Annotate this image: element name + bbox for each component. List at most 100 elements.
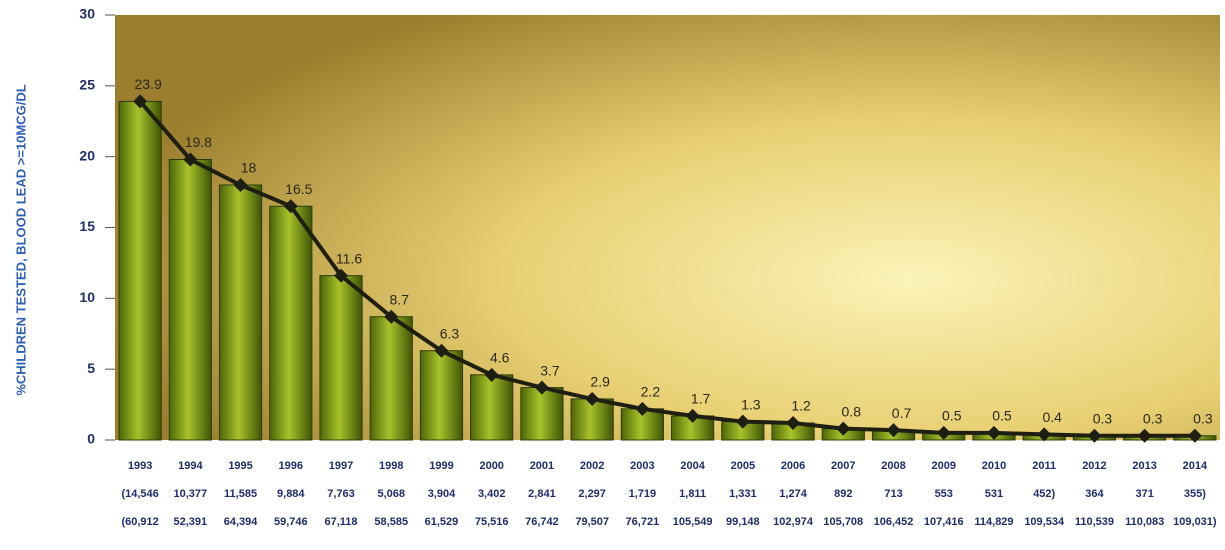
sub-label: 106,452 xyxy=(874,516,914,528)
data-label: 0.5 xyxy=(942,408,962,424)
sub-label: 1,811 xyxy=(679,488,706,500)
marker xyxy=(685,408,700,423)
sub-label: (60,912 xyxy=(121,516,158,528)
marker xyxy=(283,199,298,214)
data-label: 0.5 xyxy=(992,408,1012,424)
x-tick-label: 1993 xyxy=(128,460,152,472)
sub-label: 553 xyxy=(935,488,953,500)
x-tick-label: 2014 xyxy=(1183,460,1208,472)
data-label: 0.3 xyxy=(1193,410,1213,426)
sub-label: 11,585 xyxy=(224,488,257,500)
x-tick-label: 2011 xyxy=(1032,460,1056,472)
y-tick-label: 30 xyxy=(79,6,95,22)
x-tick-label: 2006 xyxy=(781,460,805,472)
data-label: 18 xyxy=(241,160,257,176)
data-label: 11.6 xyxy=(336,250,362,266)
marker xyxy=(1137,428,1152,443)
y-tick-label: 15 xyxy=(79,218,95,234)
x-tick-label: 2005 xyxy=(731,460,755,472)
sub-label: 110,539 xyxy=(1075,516,1114,528)
data-label: 4.6 xyxy=(490,350,510,366)
data-label: 8.7 xyxy=(390,291,410,307)
sub-label: 2,297 xyxy=(578,488,606,500)
sub-label: 109,534 xyxy=(1024,516,1065,528)
bar xyxy=(671,415,715,441)
x-tick-label: 1996 xyxy=(279,460,303,472)
marker xyxy=(836,421,851,436)
sub-label: 452) xyxy=(1033,488,1055,500)
sub-label: 3,402 xyxy=(478,488,506,500)
data-label: 2.9 xyxy=(590,374,610,390)
bar xyxy=(319,275,363,441)
x-tick-label: 2002 xyxy=(580,460,604,472)
sub-label: 9,884 xyxy=(277,488,305,500)
data-label: 1.3 xyxy=(741,396,761,412)
x-tick-label: 2009 xyxy=(932,460,956,472)
marker xyxy=(1087,428,1102,443)
sub-label: 110,083 xyxy=(1125,516,1164,528)
sub-label: 713 xyxy=(884,488,902,500)
marker xyxy=(484,367,499,382)
sub-label: (14,546 xyxy=(121,488,158,500)
marker xyxy=(635,401,650,416)
data-label: 1.7 xyxy=(691,391,711,407)
x-tick-label: 2007 xyxy=(831,460,855,472)
x-tick-label: 2003 xyxy=(630,460,654,472)
sub-label: 105,708 xyxy=(823,516,863,528)
sub-label: 531 xyxy=(985,488,1003,500)
bar xyxy=(168,159,212,441)
y-tick-label: 25 xyxy=(79,77,95,93)
data-label: 2.2 xyxy=(641,384,661,400)
sub-label: 1,274 xyxy=(779,488,807,500)
sub-label: 64,394 xyxy=(224,516,259,528)
sub-label: 59,746 xyxy=(274,516,308,528)
sub-label: 76,721 xyxy=(626,516,660,528)
sub-label: 10,377 xyxy=(174,488,208,500)
sub-label: 75,516 xyxy=(475,516,509,528)
sub-label: 105,549 xyxy=(673,516,713,528)
marker xyxy=(233,178,248,192)
data-label: 23.9 xyxy=(134,76,161,92)
marker xyxy=(1187,428,1202,443)
x-tick-label: 1997 xyxy=(329,460,353,472)
marker xyxy=(936,425,951,440)
sub-label: 102,974 xyxy=(773,516,814,528)
marker xyxy=(534,380,549,395)
sub-label: 114,829 xyxy=(974,516,1013,528)
data-label: 0.8 xyxy=(842,403,862,419)
y-tick-label: 0 xyxy=(87,431,95,447)
sub-label: 61,529 xyxy=(425,516,459,528)
marker xyxy=(735,414,750,429)
marker xyxy=(334,268,349,283)
data-label: 0.4 xyxy=(1042,409,1062,425)
bar xyxy=(118,100,162,441)
x-tick-label: 1998 xyxy=(379,460,403,472)
sub-label: 67,118 xyxy=(324,516,357,528)
marker xyxy=(133,94,148,109)
bar xyxy=(218,184,263,441)
x-tick-label: 2013 xyxy=(1132,460,1156,472)
marker xyxy=(1037,427,1052,442)
sub-label: 76,742 xyxy=(525,516,559,528)
data-label: 6.3 xyxy=(440,325,460,341)
y-tick-label: 10 xyxy=(79,289,95,305)
sub-label: 2,841 xyxy=(528,488,556,500)
sub-label: 1,331 xyxy=(729,488,757,500)
sub-label: 355) xyxy=(1184,488,1206,500)
data-label: 0.3 xyxy=(1093,410,1113,426)
bar xyxy=(419,350,464,441)
sub-label: 3,904 xyxy=(428,488,456,500)
x-tick-label: 1995 xyxy=(228,460,252,472)
data-label: 0.7 xyxy=(892,405,912,421)
marker xyxy=(183,152,198,167)
sub-label: 371 xyxy=(1135,488,1153,500)
marker xyxy=(986,425,1001,440)
x-tick-label: 2004 xyxy=(680,460,705,472)
sub-label: 5,068 xyxy=(377,488,405,500)
bar xyxy=(470,374,514,441)
marker xyxy=(585,391,600,406)
x-tick-label: 1999 xyxy=(429,460,453,472)
sub-label: 52,391 xyxy=(174,516,208,528)
